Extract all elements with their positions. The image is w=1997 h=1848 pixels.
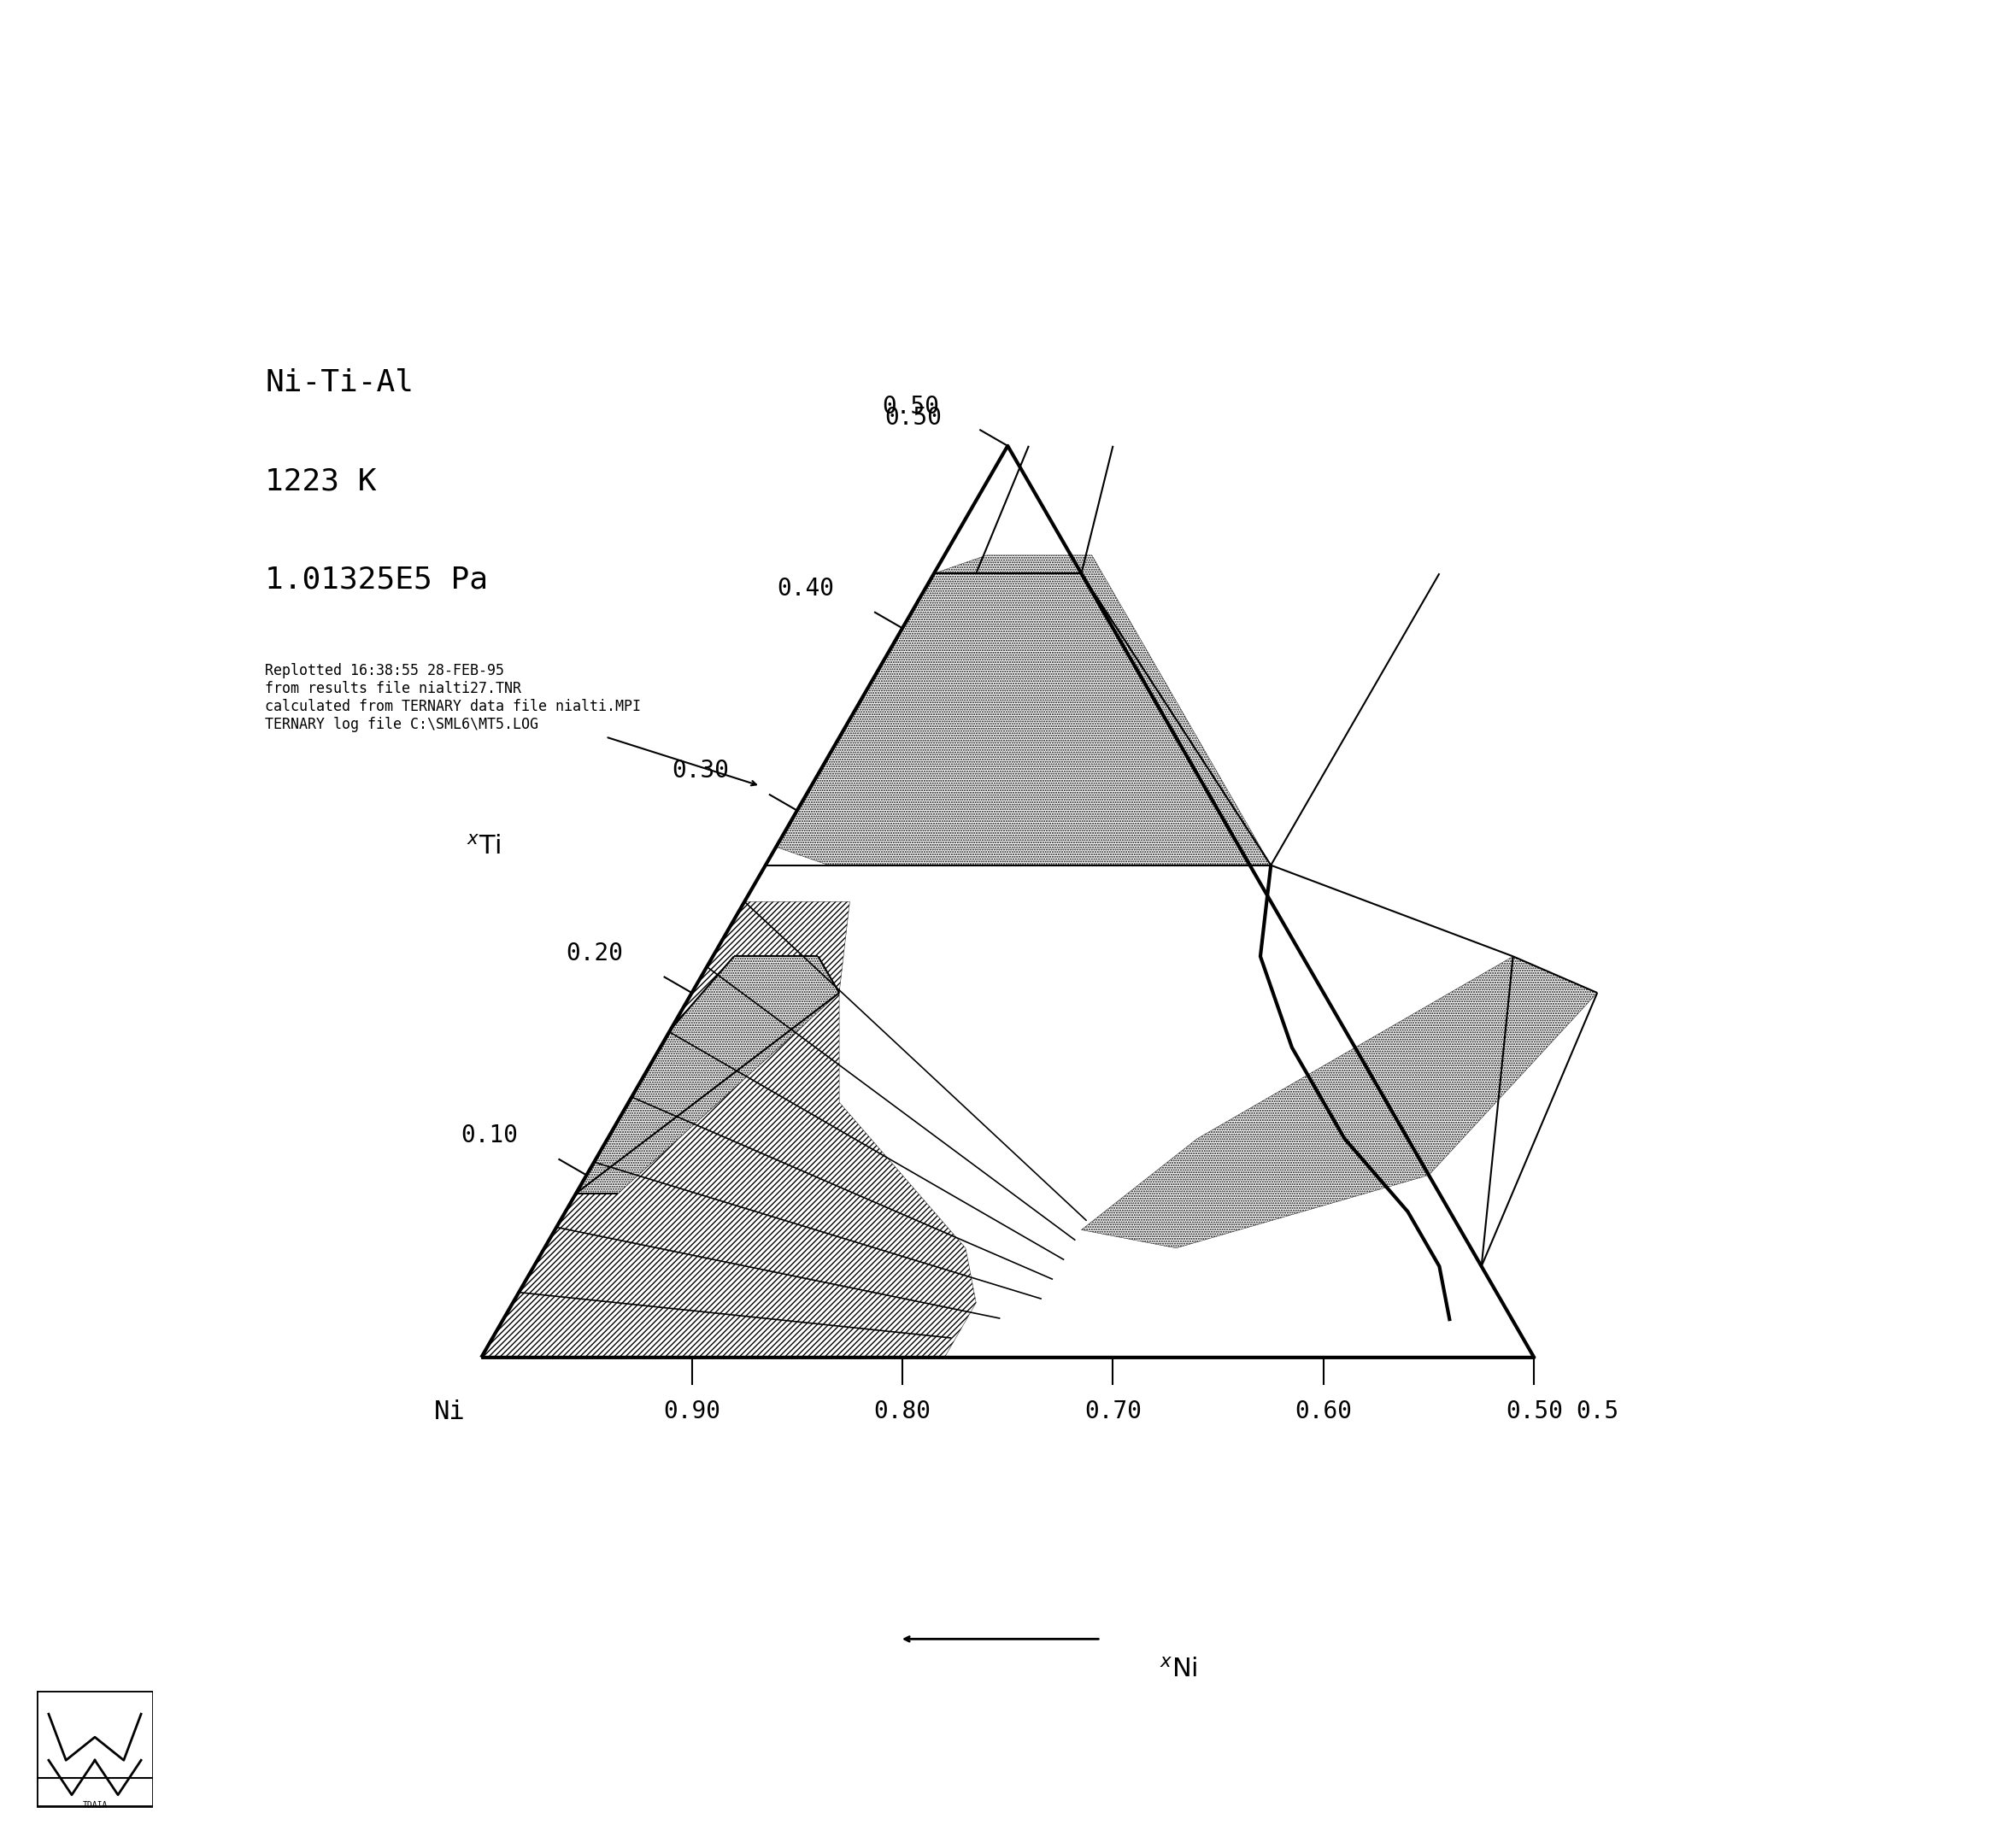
Text: 0.50: 0.50 — [885, 407, 941, 431]
Text: 0.60: 0.60 — [1294, 1399, 1352, 1423]
Text: 0.5: 0.5 — [1576, 1399, 1620, 1423]
Text: Ni-Ti-Al: Ni-Ti-Al — [266, 368, 413, 397]
Text: TDAIA: TDAIA — [82, 1800, 108, 1809]
Polygon shape — [575, 957, 839, 1194]
Text: 0.80: 0.80 — [875, 1399, 931, 1423]
Text: 0.50: 0.50 — [1506, 1399, 1564, 1423]
Text: Ni: Ni — [433, 1399, 465, 1425]
Polygon shape — [1080, 957, 1598, 1247]
Text: 1223 K: 1223 K — [266, 468, 377, 495]
Text: 0.90: 0.90 — [663, 1399, 721, 1423]
Bar — [38, 1691, 152, 1807]
Text: $^x$Ti: $^x$Ti — [467, 835, 501, 859]
Text: 0.50: 0.50 — [883, 394, 939, 418]
Polygon shape — [671, 902, 851, 1029]
Text: Replotted 16:38:55 28-FEB-95
from results file nialti27.TNR
calculated from TERN: Replotted 16:38:55 28-FEB-95 from result… — [266, 663, 641, 732]
Text: 0.70: 0.70 — [1084, 1399, 1142, 1423]
Polygon shape — [777, 554, 1270, 865]
Polygon shape — [481, 992, 977, 1358]
Text: 0.40: 0.40 — [777, 577, 835, 601]
Polygon shape — [481, 445, 1534, 1358]
Text: $^x$Ni: $^x$Ni — [1158, 1658, 1198, 1682]
Text: 1.01325E5 Pa: 1.01325E5 Pa — [266, 565, 487, 593]
Text: 0.20: 0.20 — [567, 941, 623, 965]
Text: 0.30: 0.30 — [671, 760, 729, 784]
Text: 0.10: 0.10 — [461, 1124, 517, 1148]
